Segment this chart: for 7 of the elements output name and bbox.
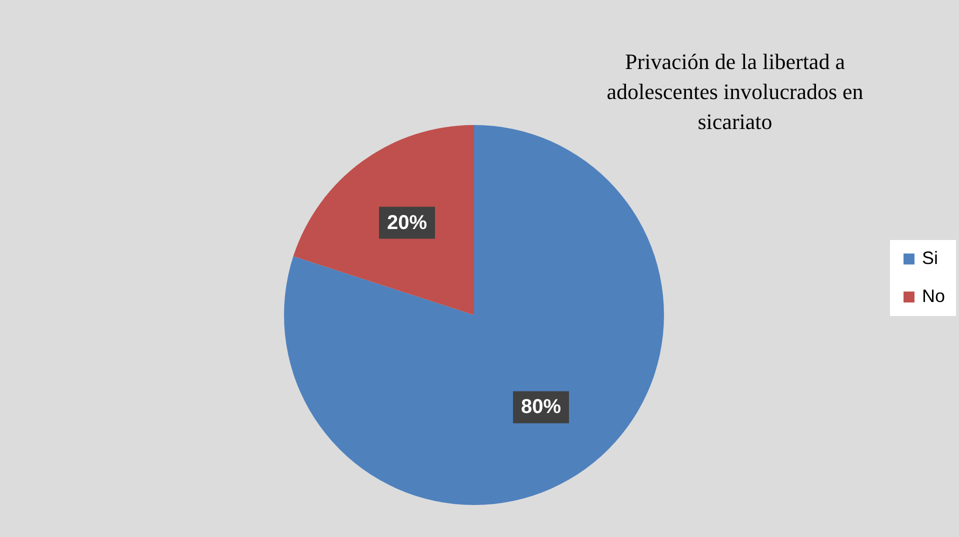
data-label: 80% — [520, 396, 562, 418]
legend-label: Si — [922, 248, 938, 268]
data-label: 20% — [386, 212, 428, 234]
pie-slice — [284, 125, 664, 505]
pie-slice — [293, 125, 474, 315]
chart-title: Privación de la libertad a adolescentes involucrados en sicariato — [606, 49, 864, 134]
legend-label: No — [922, 286, 946, 306]
